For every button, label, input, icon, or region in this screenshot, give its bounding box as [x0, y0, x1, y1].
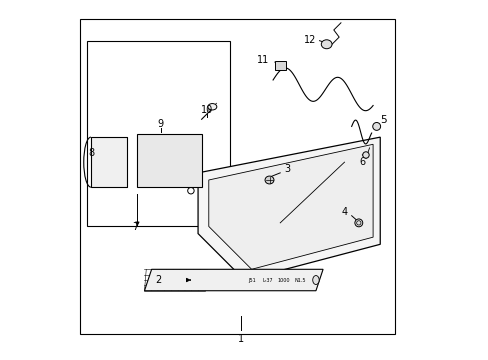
Text: 5: 5 — [380, 115, 386, 125]
Polygon shape — [144, 269, 323, 291]
Text: N1.5: N1.5 — [293, 278, 305, 283]
Ellipse shape — [264, 176, 273, 184]
Ellipse shape — [372, 122, 380, 130]
Ellipse shape — [354, 219, 362, 227]
Text: L-37: L-37 — [262, 278, 272, 283]
Text: 7: 7 — [132, 222, 139, 232]
Bar — [137, 134, 201, 187]
Bar — [274, 61, 285, 70]
Text: 6: 6 — [359, 157, 365, 167]
Bar — [91, 137, 126, 187]
Text: 9: 9 — [157, 118, 163, 129]
Text: J51: J51 — [247, 278, 255, 283]
Polygon shape — [208, 144, 372, 269]
Text: 11: 11 — [257, 55, 269, 65]
Ellipse shape — [362, 152, 368, 158]
Bar — [87, 41, 230, 226]
Text: 8: 8 — [88, 148, 95, 158]
Text: 12: 12 — [303, 35, 315, 45]
Text: 1: 1 — [237, 334, 244, 344]
Text: 2: 2 — [155, 275, 162, 285]
Text: 10: 10 — [201, 105, 213, 115]
Text: 3: 3 — [284, 164, 290, 174]
Text: 1000: 1000 — [277, 278, 289, 283]
Polygon shape — [198, 137, 380, 280]
Ellipse shape — [321, 40, 331, 49]
Ellipse shape — [312, 275, 319, 284]
Bar — [80, 19, 394, 334]
Ellipse shape — [207, 104, 216, 110]
Text: 4: 4 — [341, 207, 347, 217]
